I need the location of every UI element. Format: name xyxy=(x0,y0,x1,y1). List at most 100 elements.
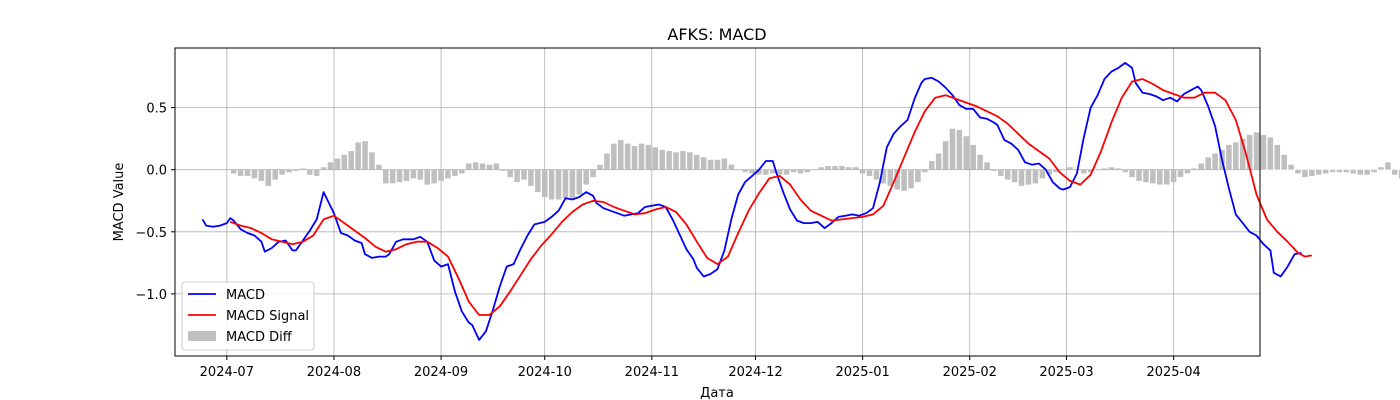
macd-diff-bar xyxy=(1371,169,1377,173)
macd-diff-bar xyxy=(459,169,465,174)
x-tick-label: 2025-01 xyxy=(835,365,889,380)
y-tick-label: −1.0 xyxy=(135,288,167,303)
macd-diff-bar xyxy=(300,168,306,170)
macd-diff-bar xyxy=(396,169,403,183)
macd-diff-bar xyxy=(659,149,665,170)
x-tick-label: 2024-10 xyxy=(518,365,572,380)
macd-diff-bar xyxy=(756,169,762,175)
macd-diff-bar xyxy=(631,146,638,170)
macd-diff-bar xyxy=(1087,169,1094,173)
macd-diff-bar xyxy=(970,144,976,170)
macd-diff-bar xyxy=(984,162,990,170)
macd-diff-bar xyxy=(548,169,555,200)
macd-diff-bar xyxy=(604,153,610,170)
macd-diff-bar xyxy=(680,151,686,170)
macd-diff-bar xyxy=(1239,138,1246,170)
macd-diff-bar xyxy=(721,158,728,170)
macd-diff-bar xyxy=(389,169,396,184)
macd-diff-bar xyxy=(535,169,541,193)
macd-diff-bar xyxy=(514,169,520,183)
macd-diff-bar xyxy=(1343,169,1350,173)
macd-diff-bar xyxy=(1309,169,1315,176)
macd-diff-bar xyxy=(804,169,811,173)
macd-diff-bar xyxy=(935,153,942,170)
macd-diff-bar xyxy=(1011,169,1018,183)
macd-diff-bar xyxy=(942,141,949,170)
macd-diff-bar xyxy=(258,169,265,181)
macd-diff-bar xyxy=(237,169,244,176)
macd-diff-bar xyxy=(998,169,1004,176)
macd-diff-bar xyxy=(949,128,956,170)
macd-diff-bar xyxy=(728,164,735,170)
macd-diff-bar xyxy=(1046,169,1052,175)
series-lines xyxy=(201,62,1312,341)
macd-diff-bar xyxy=(327,162,334,170)
x-tick-label: 2024-08 xyxy=(307,365,361,380)
macd-diff-bar xyxy=(846,167,852,170)
macd-diff-bar xyxy=(590,169,596,178)
legend-label-macd: MACD xyxy=(226,288,265,303)
macd-diff-bar xyxy=(507,169,513,178)
macd-diff-bar xyxy=(417,169,424,180)
macd-diff-bar xyxy=(583,169,589,185)
macd-diff-bar xyxy=(839,165,845,170)
macd-diff-bar xyxy=(783,169,790,175)
macd-diff-bar xyxy=(832,165,838,170)
macd-diff-bar xyxy=(638,143,645,170)
macd-diff-bar xyxy=(1067,167,1073,170)
macd-signal-line xyxy=(229,78,1312,316)
macd-diff-bar xyxy=(1129,169,1135,178)
x-tick-label: 2025-04 xyxy=(1146,365,1200,380)
macd-diff-bar xyxy=(348,151,354,170)
macd-diff-bar xyxy=(1177,169,1184,178)
macd-diff-bar xyxy=(1336,169,1343,173)
macd-diff-bar xyxy=(1246,134,1253,170)
macd-diff-bar xyxy=(500,169,507,171)
macd-diff-bar xyxy=(272,169,278,180)
macd-diff-bar xyxy=(1004,169,1011,180)
x-tick-label: 2024-11 xyxy=(625,365,679,380)
macd-diff-bar xyxy=(493,163,500,170)
y-tick-label: 0.0 xyxy=(146,164,167,179)
macd-diff-bar xyxy=(1101,168,1108,170)
macd-diff-bar xyxy=(562,169,569,199)
axis-ticks: 2024-07 2024-08 2024-09 2024-10 2024-11 2024-… xyxy=(135,102,1200,380)
macd-diff-bar xyxy=(486,164,493,170)
macd-diff-bar xyxy=(1018,169,1025,186)
macd-diff-bar xyxy=(279,169,285,175)
macd-diff-bar xyxy=(313,169,320,176)
macd-diff-bar xyxy=(1184,169,1191,174)
macd-diff-bar xyxy=(1150,169,1156,184)
macd-diff-bar xyxy=(286,169,292,173)
macd-diff-bar xyxy=(991,169,997,171)
macd-diff-bar xyxy=(763,169,769,175)
macd-diff-bar xyxy=(1025,169,1032,185)
macd-diff-bar xyxy=(866,169,873,176)
macd-diff-bar xyxy=(859,169,866,174)
legend: MACD MACD Signal MACD Diff xyxy=(181,281,315,351)
macd-diff-bar xyxy=(541,169,548,198)
macd-diff-bar xyxy=(1357,169,1363,175)
x-tick-label: 2024-09 xyxy=(414,365,468,380)
macd-diff-bar xyxy=(1315,169,1322,175)
macd-diff-bar xyxy=(1191,168,1198,170)
macd-diff-bar xyxy=(1032,169,1039,184)
macd-diff-bar xyxy=(369,152,375,170)
macd-diff-bar xyxy=(403,169,410,181)
macd-diff-bar xyxy=(1198,163,1205,170)
macd-diff-bar xyxy=(1295,169,1301,174)
macd-diff-bar xyxy=(894,169,900,190)
macd-diff-bar xyxy=(528,169,534,186)
macd-diff-bar xyxy=(956,129,963,170)
macd-diff-bar xyxy=(1060,169,1066,171)
macd-diff-bar xyxy=(797,169,804,174)
legend-swatch-macd-diff xyxy=(188,331,216,341)
macd-diff-bar xyxy=(645,144,652,170)
macd-diff-bar xyxy=(576,169,583,195)
macd-diff-bar xyxy=(749,169,755,174)
macd-diff-bar xyxy=(1157,169,1163,185)
macd-diff-bar xyxy=(1391,169,1398,175)
macd-diff-bar xyxy=(687,152,693,170)
plot-frame xyxy=(174,47,1261,357)
macd-diff-bar xyxy=(707,159,714,170)
